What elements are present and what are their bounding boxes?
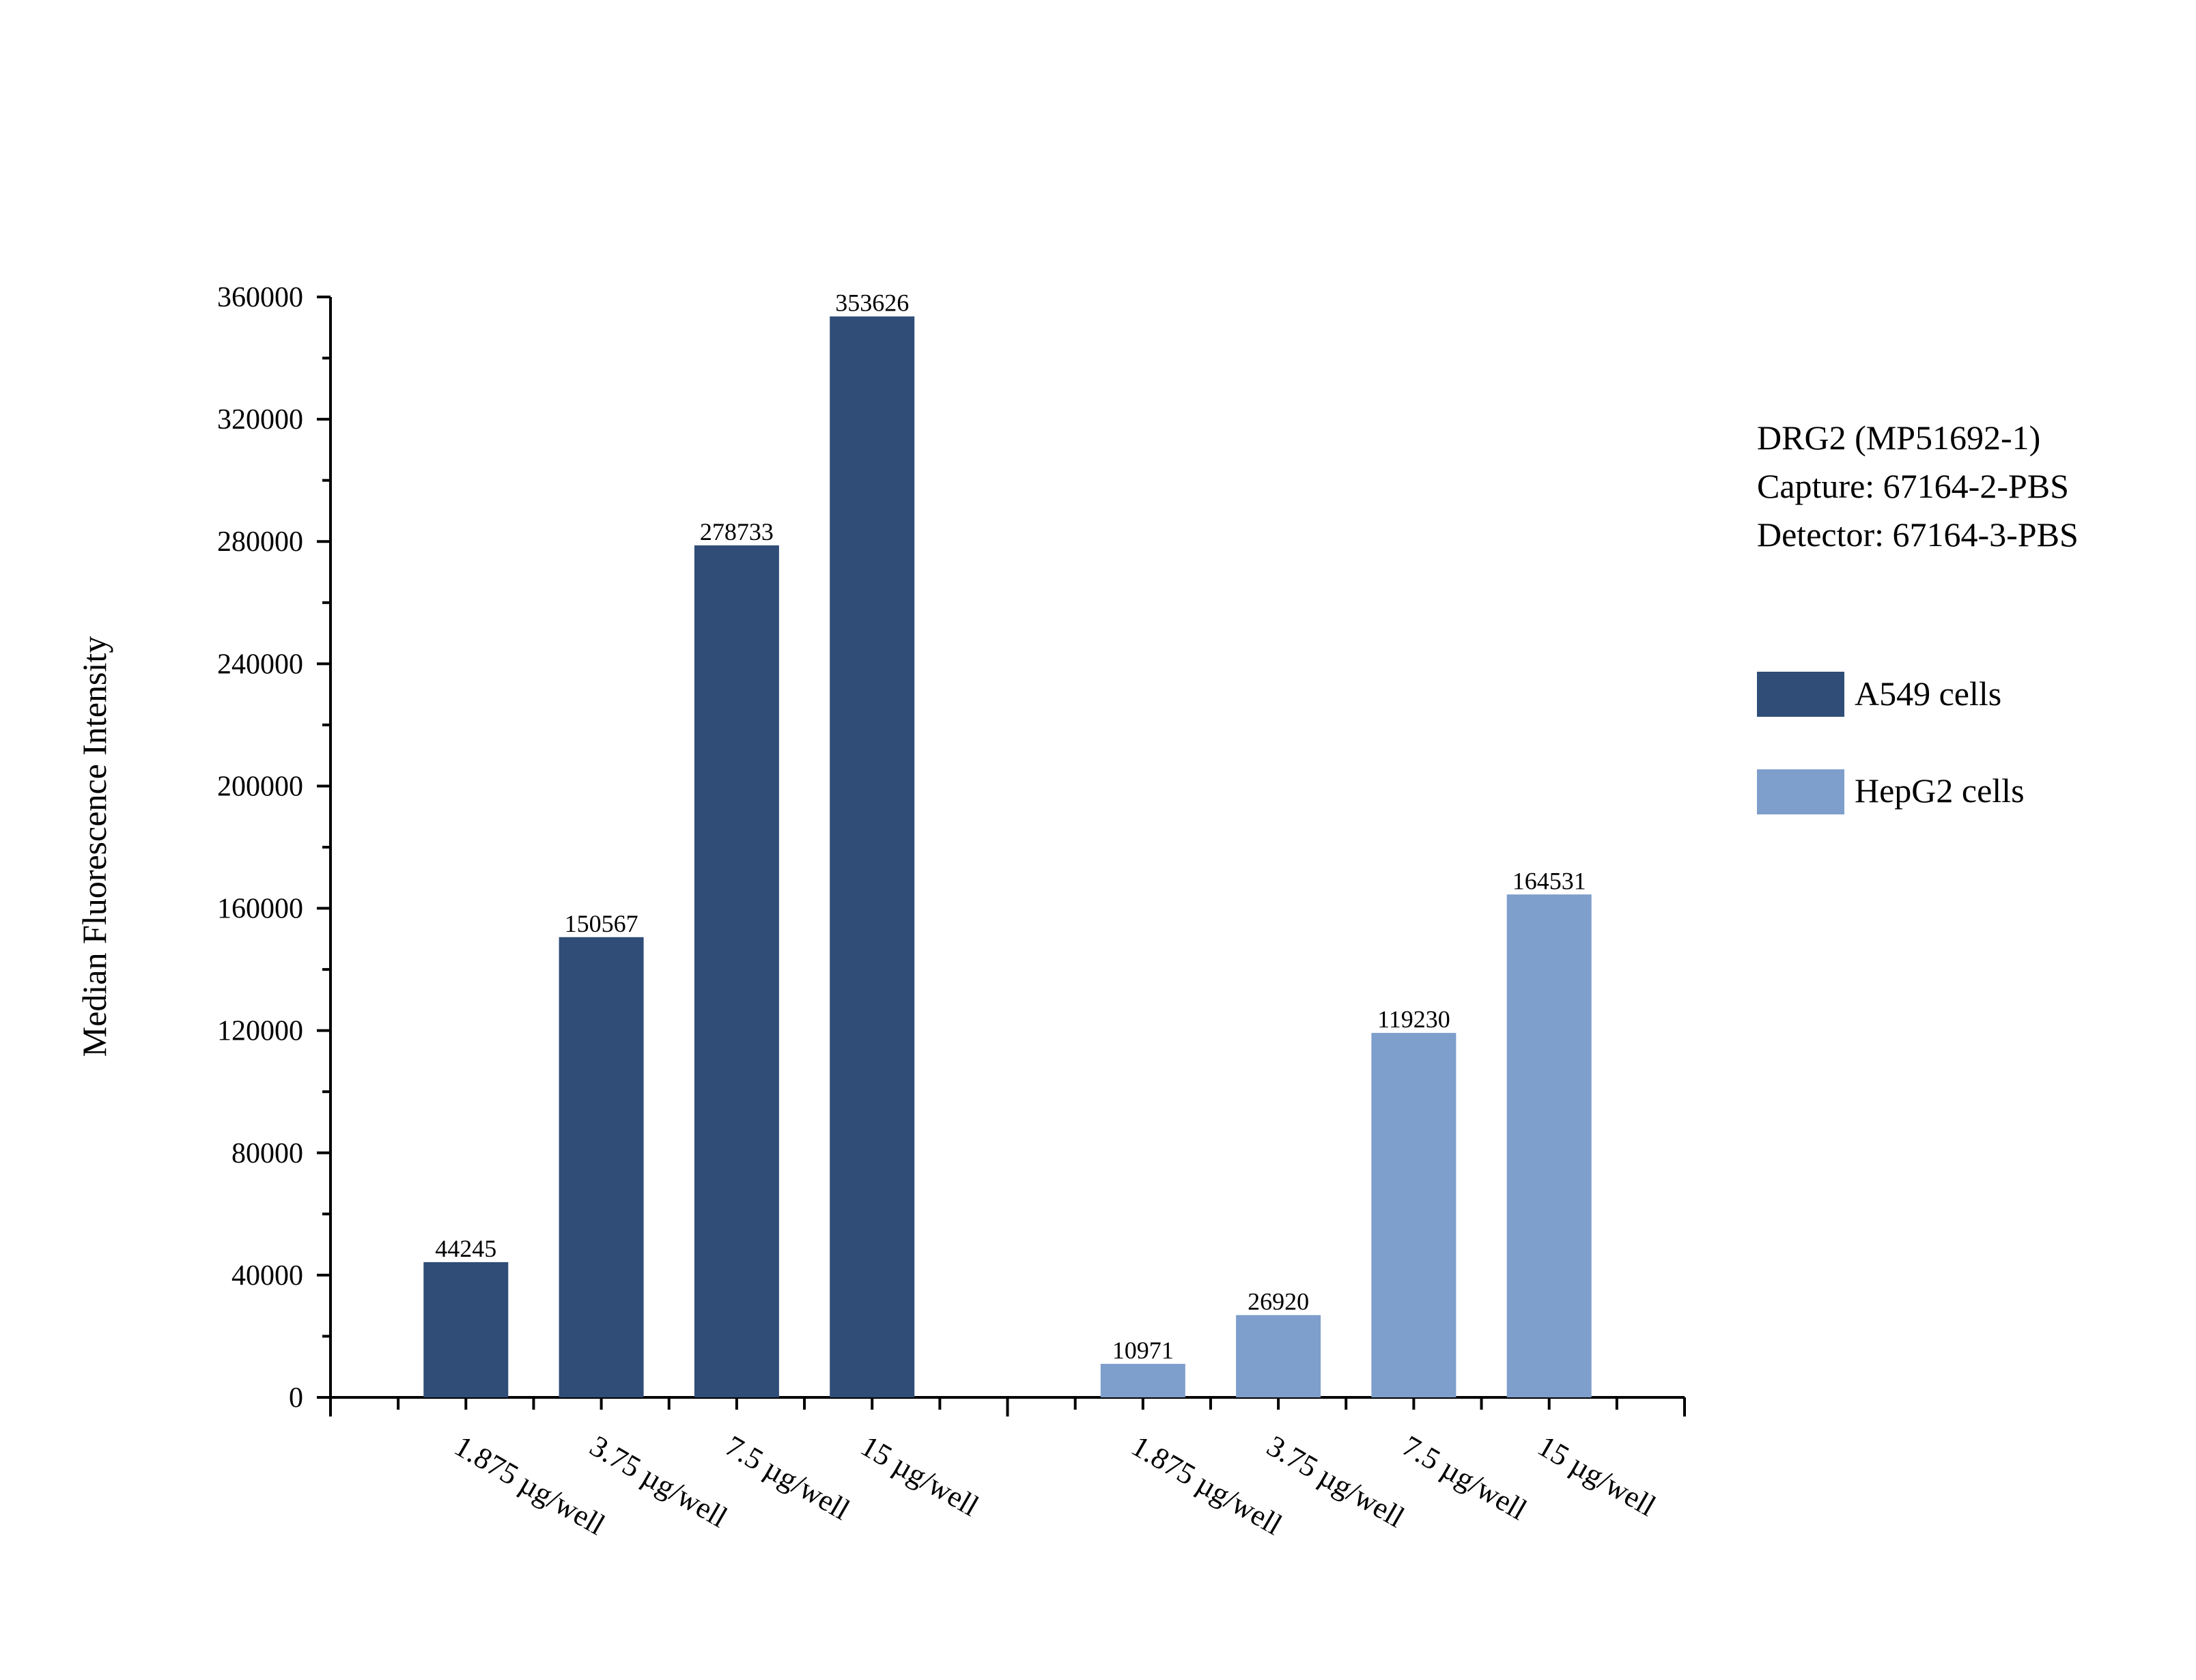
y-axis-title: Median Fluorescence Intensity	[75, 636, 113, 1057]
y-tick-label: 40000	[231, 1260, 303, 1292]
bar	[830, 316, 915, 1397]
y-tick-label: 120000	[217, 1016, 303, 1047]
bar-value-label: 26920	[1248, 1287, 1309, 1315]
bar	[694, 545, 779, 1398]
bar	[1371, 1033, 1456, 1397]
axes	[317, 296, 1686, 1416]
y-tick-label: 320000	[217, 404, 303, 436]
annotation-line-3: Detector: 67164-3-PBS	[1757, 515, 2079, 554]
bar	[1100, 1363, 1185, 1397]
x-category-label: 15 µg/well	[1532, 1429, 1661, 1523]
y-tick-label: 280000	[217, 526, 303, 558]
y-tick-label: 80000	[231, 1138, 303, 1169]
y-tick-label: 240000	[217, 649, 303, 680]
x-category-label: 15 µg/well	[855, 1429, 984, 1523]
annotation-line-2: Capture: 67164-2-PBS	[1757, 467, 2069, 505]
bar	[1506, 894, 1592, 1397]
x-category-label: 1.875 µg/well	[449, 1429, 610, 1541]
legend-swatch-a549	[1757, 672, 1844, 717]
y-tick-label: 360000	[217, 282, 303, 313]
annotation-block: DRG2 (MP51692-1) Capture: 67164-2-PBS De…	[1757, 418, 2079, 554]
legend-label-hepg2: HepG2 cells	[1855, 771, 2025, 810]
y-tick-label: 160000	[217, 894, 303, 925]
bar-value-label: 353626	[835, 289, 909, 317]
y-tick-label: 200000	[217, 771, 303, 802]
bar-value-label: 150567	[565, 910, 638, 937]
legend-swatch-hepg2	[1757, 769, 1844, 814]
legend: A549 cells HepG2 cells	[1757, 672, 2025, 814]
x-category-label: 1.875 µg/well	[1126, 1429, 1288, 1541]
bars	[423, 316, 1592, 1398]
x-category-label: 7.5 µg/well	[720, 1429, 856, 1526]
bar	[1236, 1315, 1321, 1397]
annotation-line-1: DRG2 (MP51692-1)	[1757, 418, 2040, 457]
bar	[559, 937, 644, 1397]
bar-value-label: 164531	[1512, 867, 1586, 894]
bar-value-label: 10971	[1112, 1337, 1174, 1364]
bar	[423, 1262, 509, 1397]
x-category-label: 7.5 µg/well	[1396, 1429, 1532, 1526]
y-tick-label: 0	[289, 1382, 303, 1414]
bar-value-label: 44245	[435, 1235, 496, 1262]
bar-value-label: 119230	[1377, 1006, 1450, 1033]
legend-label-a549: A549 cells	[1855, 674, 2001, 713]
bar-value-label: 278733	[700, 518, 774, 545]
